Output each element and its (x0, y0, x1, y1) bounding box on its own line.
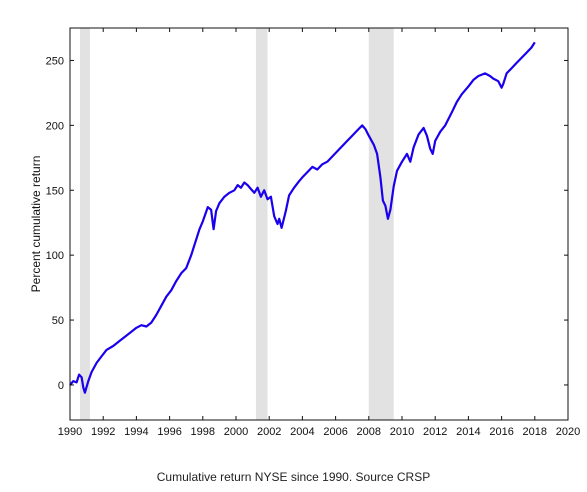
x-tick-label: 1996 (157, 426, 181, 438)
x-tick-label: 2006 (323, 426, 347, 438)
x-axis: 1990 1992 1994 1996 1998 2000 2002 2004 2006 2008… (58, 28, 580, 438)
y-tick-label: 50 (52, 315, 64, 327)
x-tick-label: 2014 (456, 426, 480, 438)
x-tick-label: 1994 (124, 426, 148, 438)
series-line (69, 41, 536, 394)
y-tick-label: 250 (46, 55, 64, 67)
recession-band (255, 28, 268, 420)
y-tick-label: 150 (46, 185, 64, 197)
y-tick-label: 100 (46, 250, 64, 262)
x-tick-label: 2010 (390, 426, 414, 438)
x-tick-label: 2002 (257, 426, 281, 438)
x-tick-label: 2012 (423, 426, 447, 438)
x-tick-label: 2004 (290, 426, 314, 438)
y-axis-label: Percent cumulative return (29, 156, 43, 293)
x-tick-label: 2020 (556, 426, 580, 438)
y-tick-label: 0 (58, 380, 64, 392)
series-group (69, 41, 536, 394)
x-tick-label: 2000 (224, 426, 248, 438)
plot-frame (69, 27, 569, 421)
x-tick-label: 2018 (523, 426, 547, 438)
x-tick-label: 1990 (58, 426, 82, 438)
y-axis: 0 50 100 150 200 250 (46, 55, 568, 392)
x-tick-label: 1992 (91, 426, 115, 438)
x-tick-label: 1998 (191, 426, 215, 438)
x-tick-label: 2008 (357, 426, 381, 438)
y-tick-label: 200 (46, 120, 64, 132)
recession-band (79, 28, 90, 420)
recession-shading (79, 28, 394, 420)
x-tick-label: 2016 (489, 426, 513, 438)
chart-caption: Cumulative return NYSE since 1990. Sourc… (156, 470, 431, 484)
recession-band (368, 28, 394, 420)
